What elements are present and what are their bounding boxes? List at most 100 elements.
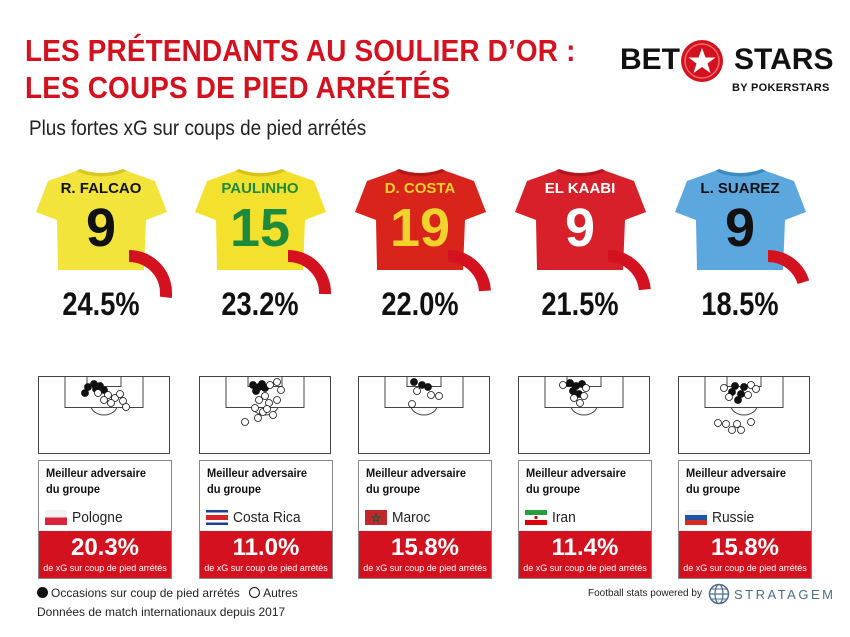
jersey-name: R. FALCAO bbox=[61, 180, 142, 197]
logo-text-right: STARS bbox=[734, 43, 834, 76]
card-heading-line-2: du groupe bbox=[207, 482, 261, 496]
legend-empty-label: Autres bbox=[263, 586, 298, 600]
xg-gauge-arc bbox=[607, 250, 651, 291]
empty-dot-icon bbox=[249, 587, 261, 598]
jersey-collar bbox=[555, 169, 606, 177]
opponent-xg-caption: de xG sur coup de pied arrétés bbox=[523, 563, 647, 573]
jersey-number: 9 bbox=[565, 198, 595, 258]
pologne-flag-icon bbox=[45, 510, 67, 525]
jersey-icon: D. COSTA 19 bbox=[355, 169, 491, 292]
player-xg-value: 22.0% bbox=[381, 286, 459, 322]
jersey-collar bbox=[395, 169, 446, 177]
opponent-xg-band: 11.0% de xG sur coup de pied arrétés bbox=[200, 531, 332, 578]
opponent-card: Meilleur adversaire du groupe Pologne 20… bbox=[38, 460, 172, 579]
card-heading-line-1: Meilleur adversaire bbox=[207, 466, 308, 480]
opponent-card: Meilleur adversaire du groupe Russie 15.… bbox=[678, 460, 812, 579]
maroc-flag-icon bbox=[365, 510, 387, 525]
jersey-body bbox=[355, 171, 486, 270]
powered-by-text: Football stats powered by bbox=[588, 588, 702, 599]
data-note: Données de match internationaux depuis 2… bbox=[37, 605, 286, 619]
player-column: R. FALCAO 9 24.5% bbox=[26, 168, 176, 328]
opponent-xg-value: 15.8% bbox=[710, 534, 780, 561]
player-column: EL KAABI 9 21.5% bbox=[505, 168, 655, 328]
card-heading: Meilleur adversaire du groupe bbox=[46, 465, 146, 497]
opponent-xg-band: 20.3% de xG sur coup de pied arrétés bbox=[39, 531, 171, 578]
jersey-number: 9 bbox=[725, 198, 755, 258]
card-heading: Meilleur adversaire du groupe bbox=[526, 465, 626, 497]
opponent-card: Meilleur adversaire du groupe Maroc 15.8… bbox=[358, 460, 492, 579]
jersey-collar bbox=[715, 169, 766, 177]
pitch-shot-map bbox=[518, 376, 650, 454]
legend-filled-label: Occasions sur coup de pied arrétés bbox=[51, 586, 240, 600]
opponent-xg-caption: de xG sur coup de pied arrétés bbox=[43, 563, 167, 573]
card-heading: Meilleur adversaire du groupe bbox=[207, 465, 307, 497]
jersey-body bbox=[515, 171, 646, 270]
card-heading-line-2: du groupe bbox=[686, 482, 740, 496]
logo-tagline: BY POKERSTARS bbox=[732, 82, 830, 94]
jersey-name: D. COSTA bbox=[385, 180, 456, 197]
xg-gauge-arc bbox=[767, 250, 810, 285]
player-xg-value: 21.5% bbox=[541, 286, 619, 322]
player-column: PAULINHO 15 23.2% bbox=[185, 168, 335, 328]
betstars-logo: BET STARS BY POKERSTARS bbox=[620, 40, 835, 103]
jersey-number: 9 bbox=[86, 198, 116, 258]
jersey-collar bbox=[76, 169, 127, 177]
subtitle: Plus fortes xG sur coups de pied arrétés bbox=[29, 117, 367, 140]
player-xg-value: 23.2% bbox=[221, 286, 299, 322]
logo-text-left: BET bbox=[620, 43, 680, 76]
opponent-xg-caption: de xG sur coup de pied arrétés bbox=[683, 563, 807, 573]
jersey-icon: L. SUAREZ 9 bbox=[675, 169, 810, 285]
card-heading-line-1: Meilleur adversaire bbox=[46, 466, 147, 480]
opponent-country: Pologne bbox=[72, 509, 123, 526]
opponent-country: Costa Rica bbox=[233, 509, 301, 526]
opponent-xg-band: 15.8% de xG sur coup de pied arrétés bbox=[679, 531, 811, 578]
opponent-xg-value: 11.4% bbox=[551, 534, 619, 561]
jersey-icon: R. FALCAO 9 bbox=[36, 169, 173, 298]
stratagem-globe-icon bbox=[708, 583, 730, 605]
card-heading-line-1: Meilleur adversaire bbox=[686, 466, 787, 480]
player-column: L. SUAREZ 9 18.5% bbox=[665, 168, 815, 328]
player-xg-value: 24.5% bbox=[62, 286, 140, 322]
legend: Occasions sur coup de pied arrétés Autre… bbox=[37, 586, 298, 600]
card-heading-line-2: du groupe bbox=[46, 482, 100, 496]
xg-gauge-arc bbox=[287, 250, 331, 295]
opponent-xg-value: 11.0% bbox=[232, 534, 300, 561]
title-line-1: LES PRÉTENDANTS AU SOULIER D’OR : bbox=[25, 33, 576, 68]
iran-flag-icon bbox=[525, 510, 547, 525]
jersey-name: PAULINHO bbox=[221, 180, 299, 197]
opponent-xg-value: 15.8% bbox=[390, 534, 460, 561]
player-column: D. COSTA 19 22.0% bbox=[345, 168, 495, 328]
page-title: LES PRÉTENDANTS AU SOULIER D’OR : LES CO… bbox=[25, 32, 576, 106]
pitch-shot-map bbox=[358, 376, 490, 454]
opponent-xg-caption: de xG sur coup de pied arrétés bbox=[363, 563, 487, 573]
jersey-name: L. SUAREZ bbox=[700, 180, 779, 197]
card-heading-line-2: du groupe bbox=[366, 482, 420, 496]
opponent-card: Meilleur adversaire du groupe Costa Rica… bbox=[199, 460, 333, 579]
jersey-icon: PAULINHO 15 bbox=[195, 169, 331, 295]
opponent-xg-value: 20.3% bbox=[70, 534, 140, 561]
opponent-country: Iran bbox=[552, 509, 576, 526]
card-heading: Meilleur adversaire du groupe bbox=[686, 465, 786, 497]
card-heading-line-1: Meilleur adversaire bbox=[526, 466, 627, 480]
player-xg-value: 18.5% bbox=[701, 286, 779, 322]
xg-gauge-arc bbox=[447, 250, 491, 292]
russie-flag-icon bbox=[685, 510, 707, 525]
costa-rica-flag-icon bbox=[206, 510, 228, 525]
jersey-number: 19 bbox=[390, 198, 450, 258]
filled-dot-icon bbox=[37, 587, 48, 598]
opponent-xg-caption: de xG sur coup de pied arrétés bbox=[204, 563, 328, 573]
pitch-shot-map bbox=[38, 376, 170, 454]
title-line-2: LES COUPS DE PIED ARRÉTÉS bbox=[25, 70, 451, 105]
xg-gauge-arc bbox=[128, 249, 173, 298]
opponent-card: Meilleur adversaire du groupe Iran 11.4%… bbox=[518, 460, 652, 579]
jersey-body bbox=[36, 171, 167, 270]
opponent-country: Russie bbox=[712, 509, 755, 526]
jersey-body bbox=[675, 171, 806, 270]
jersey-collar bbox=[235, 169, 286, 177]
pitch-shot-map bbox=[199, 376, 331, 454]
stratagem-brand: STRATAGEM bbox=[734, 587, 836, 602]
jersey-name: EL KAABI bbox=[545, 180, 616, 197]
opponent-xg-band: 11.4% de xG sur coup de pied arrétés bbox=[519, 531, 651, 578]
card-heading-line-1: Meilleur adversaire bbox=[366, 466, 467, 480]
pitch-shot-map bbox=[678, 376, 810, 454]
